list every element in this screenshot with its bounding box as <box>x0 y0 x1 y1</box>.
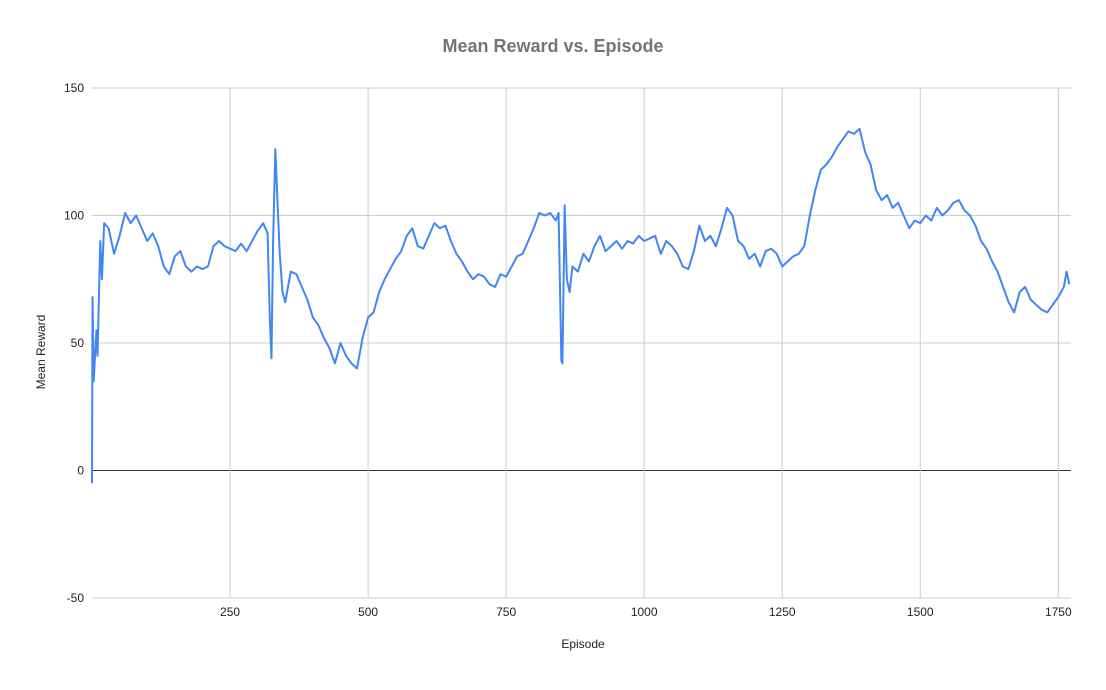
x-tick-label: 750 <box>496 605 516 619</box>
x-tick-label: 1000 <box>631 605 658 619</box>
x-tick-label: 1750 <box>1045 605 1072 619</box>
y-tick-label: -50 <box>67 591 85 605</box>
data-line <box>91 127 1071 484</box>
y-tick-label: 100 <box>64 209 84 223</box>
x-tick-label: 500 <box>358 605 378 619</box>
x-tick-label: 1500 <box>907 605 934 619</box>
y-tick-label: 150 <box>64 81 84 95</box>
y-tick-label: 50 <box>71 336 85 350</box>
y-tick-label: 0 <box>77 464 84 478</box>
chart-title: Mean Reward vs. Episode <box>442 36 663 56</box>
x-tick-label: 1250 <box>769 605 796 619</box>
x-axis-label: Episode <box>561 637 605 651</box>
y-axis-label: Mean Reward <box>34 315 48 390</box>
x-tick-label: 250 <box>220 605 240 619</box>
